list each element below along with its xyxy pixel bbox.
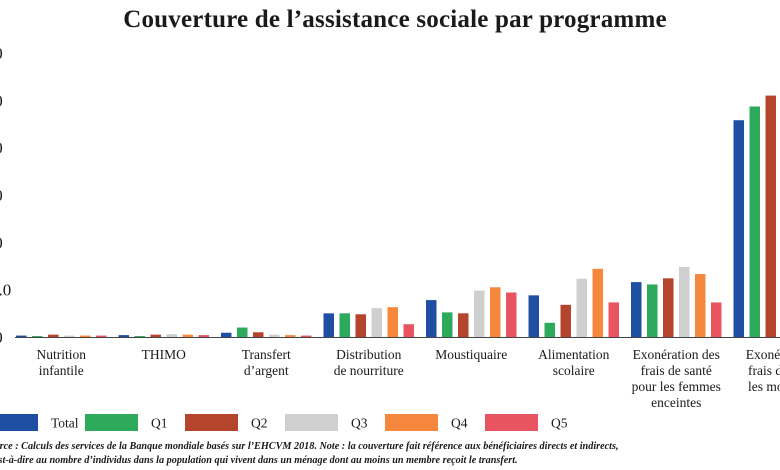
bar xyxy=(237,327,248,337)
category-label: Alimentation xyxy=(538,347,609,362)
bar xyxy=(253,332,264,337)
legend-swatch xyxy=(485,414,538,431)
legend-label: Q2 xyxy=(251,416,268,431)
bar xyxy=(663,278,674,337)
bar xyxy=(576,278,587,337)
category-label: les moins d xyxy=(748,379,780,394)
bar xyxy=(32,336,43,337)
bar xyxy=(339,313,350,337)
bar xyxy=(679,266,690,337)
legend-swatch xyxy=(285,414,338,431)
y-tick-label: .0 xyxy=(0,139,3,158)
legend-swatch xyxy=(385,414,438,431)
bar xyxy=(749,106,760,337)
y-tick-label: .0 xyxy=(0,328,3,347)
bar xyxy=(695,274,706,337)
bar xyxy=(16,335,27,337)
bar xyxy=(269,334,280,337)
bar xyxy=(387,307,398,337)
bar xyxy=(166,334,177,337)
category-label: scolaire xyxy=(553,363,595,378)
bar xyxy=(608,302,619,337)
bar xyxy=(458,313,469,337)
bar xyxy=(118,335,129,337)
bar xyxy=(528,295,539,337)
legend-swatch xyxy=(85,414,138,431)
legend-label: Q1 xyxy=(151,416,168,431)
bar xyxy=(301,335,312,337)
bar xyxy=(647,284,658,337)
category-label: frais de santé xyxy=(641,363,712,378)
bar xyxy=(221,332,232,337)
category-label: Nutrition xyxy=(37,347,87,362)
category-label: enceintes xyxy=(651,395,701,410)
bar xyxy=(371,308,382,337)
legend-label: Q3 xyxy=(351,416,368,431)
y-tick-label: .0 xyxy=(0,91,3,110)
category-label: pour les femmes xyxy=(632,379,721,394)
y-tick-label: .0 xyxy=(0,44,3,63)
bar xyxy=(96,335,107,337)
bar xyxy=(765,95,776,337)
bar xyxy=(544,322,555,337)
bar xyxy=(323,313,334,337)
bar xyxy=(631,282,642,337)
legend-swatch xyxy=(185,414,238,431)
bar xyxy=(150,334,161,337)
bar xyxy=(711,302,722,337)
category-label: Moustiquaire xyxy=(435,347,507,362)
source-note: urce : Calculs des services de la Banque… xyxy=(0,440,780,468)
legend-label: Q5 xyxy=(551,416,568,431)
bar xyxy=(64,335,75,337)
bar xyxy=(48,334,59,337)
bar xyxy=(733,120,744,337)
category-label: frais de san xyxy=(748,363,780,378)
category-label: de nourriture xyxy=(334,363,404,378)
category-label: Transfert xyxy=(242,347,291,362)
bar xyxy=(474,290,485,337)
bar xyxy=(442,312,453,337)
bar xyxy=(403,324,414,337)
y-tick-label: 0.0 xyxy=(0,281,11,300)
category-label: d’argent xyxy=(244,363,289,378)
legend-label: Total xyxy=(51,416,79,431)
bar xyxy=(80,335,91,337)
bar xyxy=(592,268,603,337)
category-label: THIMO xyxy=(142,347,186,362)
category-label: Exonération des xyxy=(633,347,720,362)
y-tick-label: .0 xyxy=(0,233,3,252)
bar xyxy=(426,300,437,337)
bar xyxy=(490,287,501,337)
bar xyxy=(182,334,193,337)
bar xyxy=(506,292,517,337)
legend-swatch xyxy=(0,414,38,431)
category-label: infantile xyxy=(39,363,84,378)
bar xyxy=(134,336,145,337)
y-tick-label: .0 xyxy=(0,186,3,205)
bar xyxy=(285,335,296,337)
category-label: Exonération xyxy=(746,347,780,362)
chart-title: Couverture de l’assistance sociale par p… xyxy=(123,6,667,33)
category-label: Distribution xyxy=(336,347,402,362)
bar xyxy=(198,335,209,337)
legend-label: Q4 xyxy=(451,416,468,431)
source-note-line-2: est-à-dire au nombre d’individus dans la… xyxy=(0,455,518,466)
source-note-line-1: urce : Calculs des services de la Banque… xyxy=(0,441,619,452)
bar xyxy=(560,304,571,337)
bar xyxy=(355,314,366,337)
